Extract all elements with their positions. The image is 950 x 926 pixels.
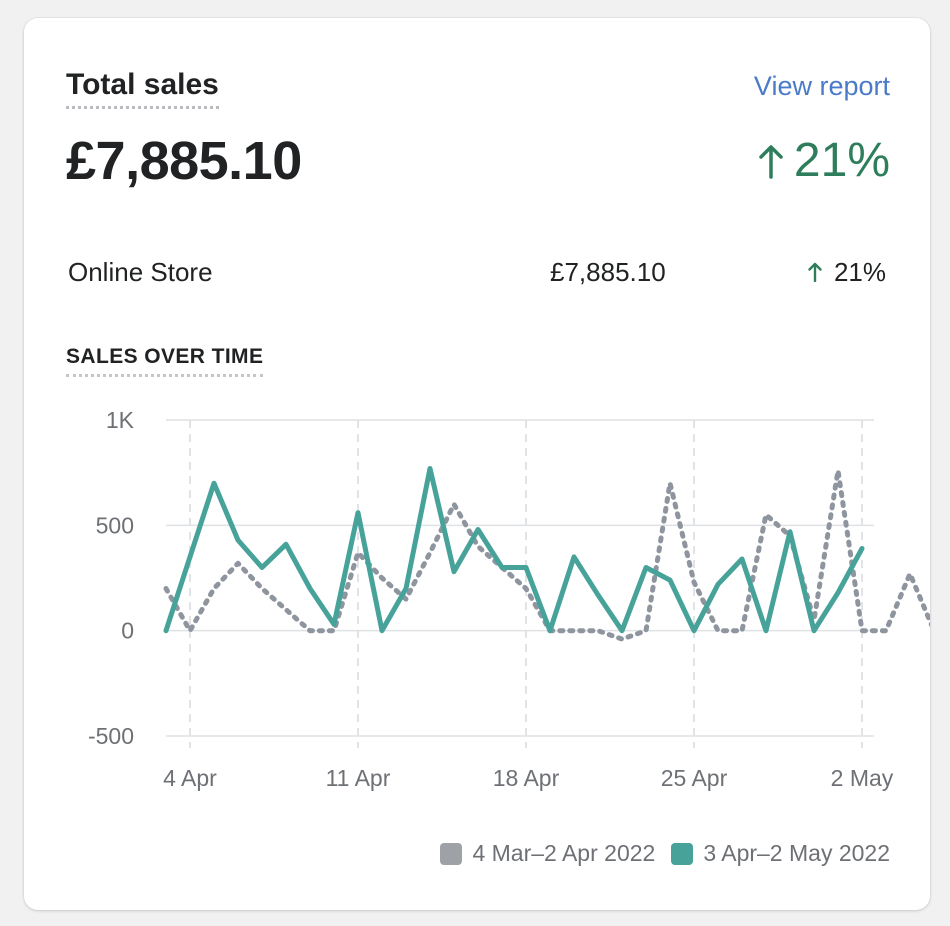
x-tick-label: 4 Apr	[163, 765, 217, 791]
series-line-current	[163, 466, 865, 634]
arrow-up-icon	[759, 145, 783, 179]
legend-swatch-previous	[440, 842, 463, 865]
y-tick-label: 500	[96, 512, 134, 538]
x-tick-label: 2 May	[831, 765, 894, 791]
arrow-up-icon	[808, 262, 822, 282]
chart-title[interactable]: SALES OVER TIME	[66, 344, 264, 377]
total-change: 21%	[758, 130, 890, 192]
x-tick-label: 18 Apr	[493, 765, 560, 791]
x-tick-label: 11 Apr	[326, 765, 391, 791]
x-tick-label: 25 Apr	[661, 765, 728, 791]
total-sales-value: £7,885.10	[66, 131, 302, 191]
total-sales-card: Total sales View report £7,885.10 21% On…	[24, 18, 930, 910]
channel-change: 21%	[808, 254, 886, 290]
card-title[interactable]: Total sales	[66, 68, 219, 109]
breakdown-row-online-store: Online Store £7,885.10 21%	[68, 254, 886, 290]
y-tick-label: 0	[121, 618, 134, 644]
total-change-value: 21%	[793, 134, 890, 187]
chart-legend: 4 Mar–2 Apr 2022 3 Apr–2 May 2022	[424, 840, 890, 867]
y-tick-label: -500	[88, 723, 134, 749]
channel-value: £7,885.10	[550, 257, 666, 287]
legend-label-previous: 4 Mar–2 Apr 2022	[472, 840, 656, 866]
legend-swatch-current	[671, 842, 694, 865]
view-report-link[interactable]: View report	[753, 71, 890, 101]
legend-label-current: 3 Apr–2 May 2022	[703, 840, 890, 866]
channel-label: Online Store	[68, 257, 213, 287]
channel-change-value: 21%	[833, 257, 886, 287]
series-line-previous	[163, 468, 930, 642]
legend-item-previous[interactable]: 4 Mar–2 Apr 2022	[440, 840, 655, 867]
y-tick-label: 1K	[106, 407, 135, 433]
legend-item-current[interactable]: 3 Apr–2 May 2022	[671, 840, 890, 867]
